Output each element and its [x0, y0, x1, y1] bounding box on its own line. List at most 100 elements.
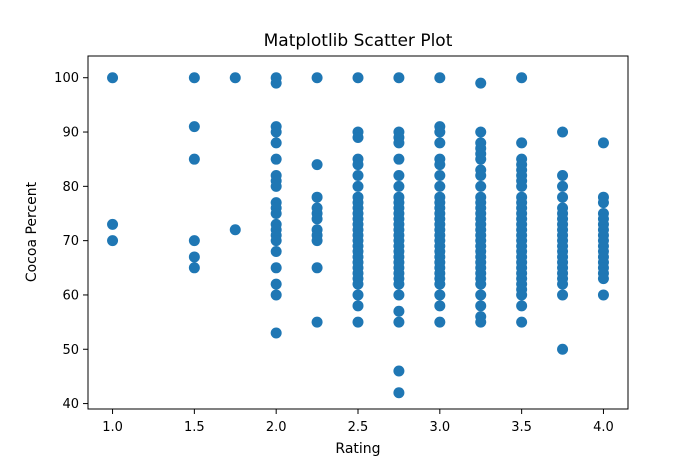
- scatter-point: [475, 300, 487, 312]
- scatter-point: [475, 169, 487, 181]
- scatter-point: [188, 72, 200, 84]
- scatter-point: [352, 289, 364, 301]
- scatter-point: [311, 235, 323, 247]
- scatter-point: [475, 289, 487, 301]
- scatter-point: [597, 197, 609, 209]
- scatter-point: [597, 137, 609, 149]
- scatter-point: [597, 289, 609, 301]
- scatter-point: [270, 180, 282, 192]
- scatter-point: [434, 300, 446, 312]
- scatter-point: [270, 235, 282, 247]
- scatter-point: [107, 235, 119, 247]
- x-tick-label: 3.5: [511, 420, 532, 435]
- x-tick-label: 3.0: [429, 420, 450, 435]
- y-tick-label: 50: [62, 343, 79, 358]
- scatter-point: [188, 262, 200, 274]
- scatter-point: [270, 246, 282, 258]
- y-tick-label: 70: [62, 234, 79, 249]
- scatter-point: [270, 153, 282, 165]
- scatter-point: [188, 121, 200, 133]
- scatter-point: [557, 289, 569, 301]
- scatter-point: [311, 262, 323, 274]
- x-tick-label: 2.0: [266, 420, 287, 435]
- scatter-point: [393, 316, 405, 328]
- y-tick-label: 80: [62, 180, 79, 195]
- x-axis-label: Rating: [335, 441, 380, 457]
- scatter-point: [516, 289, 528, 301]
- scatter-point: [311, 316, 323, 328]
- scatter-point: [475, 77, 487, 89]
- scatter-point: [393, 169, 405, 181]
- y-tick-label: 100: [54, 71, 79, 86]
- scatter-point: [557, 343, 569, 355]
- scatter-point: [270, 262, 282, 274]
- scatter-point: [352, 169, 364, 181]
- scatter-point: [434, 169, 446, 181]
- scatter-point: [516, 316, 528, 328]
- x-axis-ticks: 1.0 1.5 2.0 2.5 3.0 3.5 4.0: [102, 409, 614, 435]
- x-tick-label: 1.5: [184, 420, 205, 435]
- scatter-point: [393, 72, 405, 84]
- scatter-point: [516, 180, 528, 192]
- scatter-point: [107, 218, 119, 230]
- scatter-point: [475, 316, 487, 328]
- scatter-point: [352, 131, 364, 143]
- y-tick-label: 60: [62, 288, 79, 303]
- scatter-point: [393, 137, 405, 149]
- scatter-point: [475, 180, 487, 192]
- scatter-point: [434, 316, 446, 328]
- scatter-point: [229, 224, 241, 236]
- scatter-point: [188, 235, 200, 247]
- scatter-point: [393, 387, 405, 399]
- scatter-point: [393, 365, 405, 377]
- scatter-point: [270, 126, 282, 138]
- scatter-point: [107, 72, 119, 84]
- scatter-point: [352, 316, 364, 328]
- scatter-point: [434, 72, 446, 84]
- chart-title: Matplotlib Scatter Plot: [264, 31, 453, 51]
- scatter-point: [434, 159, 446, 171]
- scatter-point: [434, 137, 446, 149]
- scatter-point: [188, 251, 200, 263]
- scatter-point: [270, 278, 282, 290]
- scatter-point: [393, 289, 405, 301]
- scatter-point: [270, 77, 282, 89]
- scatter-point: [516, 300, 528, 312]
- scatter-point: [393, 180, 405, 192]
- y-tick-label: 40: [62, 397, 79, 412]
- scatter-point: [352, 300, 364, 312]
- scatter-point: [475, 153, 487, 165]
- scatter-point: [188, 153, 200, 165]
- scatter-point: [434, 126, 446, 138]
- scatter-point: [270, 327, 282, 339]
- scatter-point: [270, 207, 282, 219]
- scatter-point: [270, 137, 282, 149]
- scatter-point: [434, 289, 446, 301]
- y-axis-ticks: 40 50 60 70 80 90 100: [54, 71, 88, 412]
- scatter-point: [434, 180, 446, 192]
- scatter-point: [475, 278, 487, 290]
- points-layer: [107, 72, 609, 399]
- x-tick-label: 1.0: [102, 420, 123, 435]
- scatter-point: [557, 191, 569, 203]
- scatter-point: [311, 159, 323, 171]
- y-tick-label: 90: [62, 126, 79, 141]
- scatter-point: [597, 273, 609, 285]
- scatter-point: [311, 191, 323, 203]
- y-axis-label: Cocoa Percent: [24, 181, 40, 282]
- scatter-point: [311, 72, 323, 84]
- scatter-point: [434, 278, 446, 290]
- scatter-point: [516, 72, 528, 84]
- scatter-point: [352, 180, 364, 192]
- scatter-point: [393, 153, 405, 165]
- scatter-point: [557, 169, 569, 181]
- scatter-point: [311, 213, 323, 225]
- scatter-point: [393, 278, 405, 290]
- scatter-point: [557, 278, 569, 290]
- scatter-point: [352, 159, 364, 171]
- x-tick-label: 4.0: [593, 420, 614, 435]
- scatter-point: [475, 126, 487, 138]
- scatter-point: [270, 289, 282, 301]
- scatter-point: [516, 137, 528, 149]
